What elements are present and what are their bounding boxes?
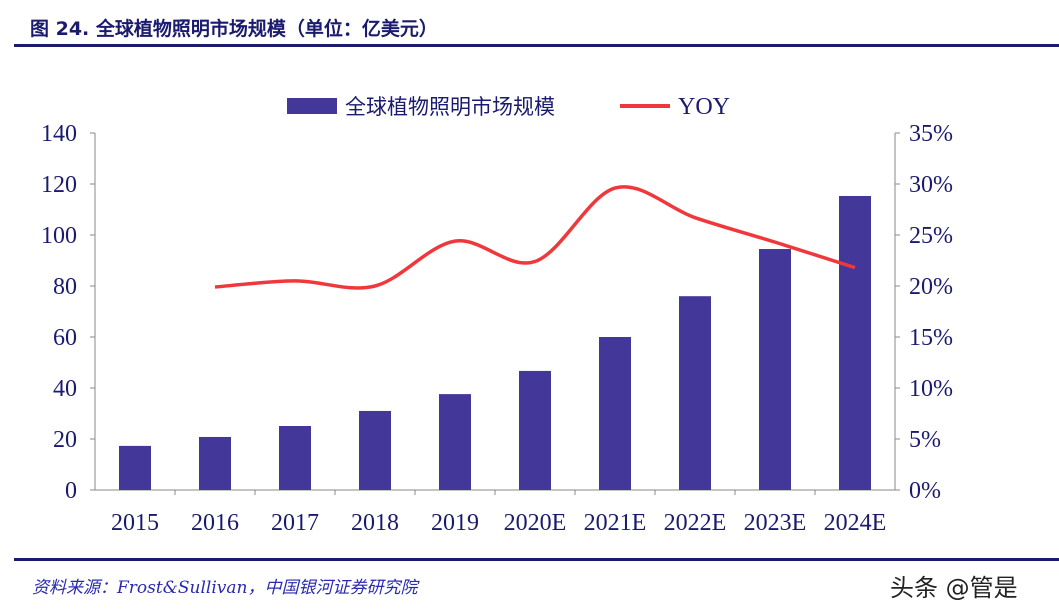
watermark: 头条 @管是 — [890, 574, 1018, 602]
left-tick-label: 120 — [41, 172, 77, 198]
left-tick-label: 20 — [53, 427, 77, 453]
right-tick-label: 30% — [909, 172, 953, 198]
chart: 0 20 40 60 80 100 120 140 0% 5% 10% 15% 20% 25% 30% 35%… — [41, 94, 953, 536]
bar-2021E — [599, 337, 631, 490]
right-tick-label: 5% — [909, 427, 941, 453]
x-tick-label: 2022E — [664, 510, 727, 536]
bar-2020E — [519, 370, 551, 490]
x-tick-label: 2015 — [111, 510, 159, 536]
right-tick-label: 20% — [909, 274, 953, 300]
bar-2022E — [679, 296, 711, 490]
x-tick-label: 2024E — [824, 510, 887, 536]
left-tick-label: 100 — [41, 223, 77, 249]
footer-rule — [14, 558, 1059, 561]
bar-2017 — [279, 425, 311, 490]
legend-line-label: YOY — [678, 94, 730, 120]
x-tick-label: 2021E — [584, 510, 647, 536]
left-tick-label: 0 — [65, 478, 77, 504]
right-tick-label: 15% — [909, 325, 953, 351]
x-tick-label: 2017 — [271, 510, 319, 536]
legend-bar-swatch — [287, 98, 337, 114]
right-tick-label: 0% — [909, 478, 941, 504]
left-tick-label: 60 — [53, 325, 77, 351]
bar-2024E — [839, 195, 871, 491]
bar-2018 — [359, 410, 391, 490]
right-tick-label: 35% — [909, 121, 953, 147]
left-tick-label: 80 — [53, 274, 77, 300]
right-tick-label: 10% — [909, 376, 953, 402]
x-tick-label: 2023E — [744, 510, 807, 536]
bar-2023E — [759, 249, 791, 490]
x-tick-label: 2016 — [191, 510, 239, 536]
bar-2019 — [439, 394, 471, 490]
left-tick-label: 40 — [53, 376, 77, 402]
legend-bar-label: 全球植物照明市场规模 — [345, 95, 555, 119]
x-tick-label: 2020E — [504, 510, 567, 536]
left-tick-label: 140 — [41, 121, 77, 147]
x-tick-label: 2019 — [431, 510, 479, 536]
bar-2015 — [119, 445, 151, 490]
chart-title: 图 24. 全球植物照明市场规模（单位：亿美元） — [30, 18, 438, 40]
bar-2016 — [199, 436, 231, 490]
source-note: 资料来源：Frost&Sullivan，中国银河证券研究院 — [32, 578, 418, 598]
right-tick-label: 25% — [909, 223, 953, 249]
title-rule — [14, 44, 1059, 47]
x-tick-label: 2018 — [351, 510, 399, 536]
